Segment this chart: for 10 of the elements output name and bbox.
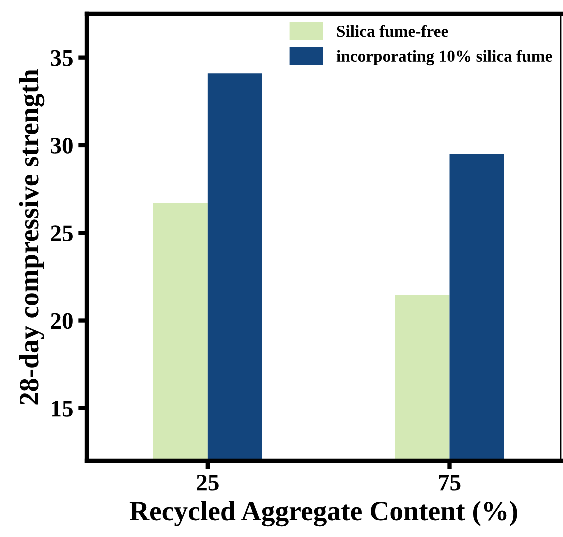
y-tick-label: 35 (51, 50, 73, 66)
x-tick-label: 75 (439, 475, 461, 491)
y-axis-title: 28-day compressive strength (19, 69, 45, 405)
y-tick-label: 20 (51, 313, 73, 330)
legend-label: Silica fume-free (337, 25, 448, 38)
y-tick-label: 15 (52, 401, 73, 417)
legend-label: incorporating 10% silica fume (336, 50, 552, 66)
y-tick-label: 25 (51, 226, 73, 242)
x-axis-title: Recycled Aggregate Content (%) (130, 501, 518, 527)
y-tick-label: 30 (51, 138, 73, 154)
